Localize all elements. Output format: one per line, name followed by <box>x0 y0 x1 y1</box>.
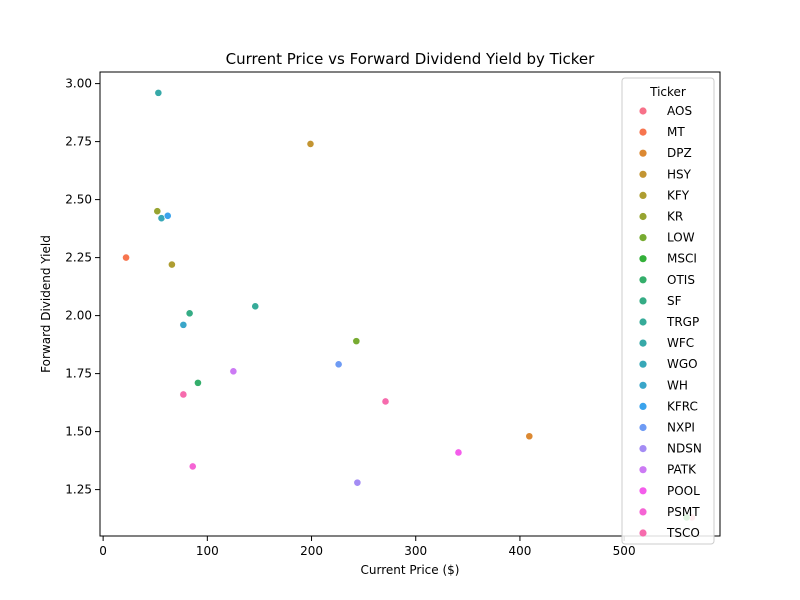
legend-label-trgp: TRGP <box>666 315 699 329</box>
legend-label-kfy: KFY <box>667 188 690 202</box>
legend-marker-low <box>639 234 647 242</box>
legend-marker-dpz <box>639 149 647 157</box>
data-point-kfrc <box>163 211 172 220</box>
data-point-ndsn <box>353 478 362 487</box>
legend-marker-pool <box>639 487 647 495</box>
legend: Ticker AOS MT DPZ HSY KFY KR LOW MSCI OTIS SF TRGP… <box>621 77 715 545</box>
data-point-tsco <box>381 397 390 406</box>
legend-label-wgo: WGO <box>667 357 698 371</box>
legend-label-tsco: TSCO <box>666 526 700 540</box>
legend-marker-kfrc <box>639 402 647 410</box>
legend-marker-kr <box>639 212 647 221</box>
legend-marker-mt <box>639 128 647 136</box>
plot-frame <box>99 71 721 537</box>
data-point-low <box>352 337 361 346</box>
legend-marker-sf <box>639 297 647 305</box>
legend-marker-patk <box>639 466 647 474</box>
legend-label-sf: SF <box>667 294 682 308</box>
legend-label-ndsn: NDSN <box>667 442 702 456</box>
legend-label-aos: AOS <box>667 104 692 118</box>
legend-marker-psmt <box>639 508 647 516</box>
plot-area <box>100 72 720 536</box>
x-tick-label: 400 <box>508 544 531 558</box>
legend-marker-wfc <box>639 339 647 347</box>
legend-title: Ticker <box>649 85 686 99</box>
y-tick-label: 1.25 <box>65 483 92 497</box>
legend-label-nxpi: NXPI <box>667 421 695 435</box>
data-point-wh <box>179 320 188 329</box>
legend-items: AOS MT DPZ HSY KFY KR LOW MSCI OTIS SF TRGP WFC WGO W… <box>639 104 702 540</box>
data-point-pool <box>454 448 463 457</box>
legend-label-kr: KR <box>667 210 683 224</box>
legend-marker-aos <box>639 107 647 115</box>
x-tick-label: 300 <box>404 544 427 558</box>
data-point-sf <box>185 309 194 318</box>
legend-label-otis: OTIS <box>667 273 695 287</box>
y-tick-label: 2.00 <box>65 309 92 323</box>
legend-label-hsy: HSY <box>667 167 692 181</box>
x-tick-label: 500 <box>613 544 636 558</box>
y-tick-label: 1.75 <box>65 367 92 381</box>
legend-marker-trgp <box>639 318 647 326</box>
data-point-patk <box>229 367 238 376</box>
y-tick-label: 1.50 <box>65 425 92 439</box>
x-axis-label: Current Price ($) <box>361 563 460 577</box>
data-point-psmt <box>188 462 197 471</box>
legend-marker-hsy <box>639 170 647 178</box>
y-tick-label: 2.25 <box>65 251 92 265</box>
legend-marker-msci <box>639 255 647 263</box>
data-point-kr <box>153 207 162 216</box>
data-point-trgp <box>251 302 260 311</box>
legend-label-psmt: PSMT <box>667 505 700 519</box>
y-tick-label: 2.50 <box>65 193 92 207</box>
y-axis-ticks: 1.25 1.50 1.75 2.00 2.25 2.50 2.75 3.00 <box>65 77 100 497</box>
legend-label-wh: WH <box>667 378 688 392</box>
legend-marker-kfy <box>639 191 647 199</box>
x-tick-label: 0 <box>99 544 107 558</box>
legend-label-msci: MSCI <box>667 252 697 266</box>
legend-label-low: LOW <box>667 231 695 245</box>
y-tick-label: 2.75 <box>65 135 92 149</box>
data-point-tsco <box>179 390 188 399</box>
legend-marker-ndsn <box>639 445 647 453</box>
data-point-dpz <box>525 432 534 441</box>
x-tick-label: 200 <box>300 544 323 558</box>
y-axis-label: Forward Dividend Yield <box>39 235 53 373</box>
legend-label-patk: PATK <box>667 463 697 477</box>
data-point-mt <box>122 253 130 262</box>
data-point-kfy <box>167 260 176 269</box>
x-axis-ticks: 0 100 200 300 400 500 <box>99 536 636 558</box>
chart-title: Current Price vs Forward Dividend Yield … <box>226 50 595 68</box>
legend-label-mt: MT <box>667 125 685 139</box>
legend-label-pool: POOL <box>667 484 700 498</box>
data-points <box>122 88 696 522</box>
legend-marker-wh <box>639 381 647 389</box>
legend-label-wfc: WFC <box>667 336 694 350</box>
legend-marker-otis <box>639 276 647 284</box>
legend-label-dpz: DPZ <box>667 146 692 160</box>
x-tick-label: 100 <box>196 544 219 558</box>
legend-marker-nxpi <box>639 423 647 432</box>
y-tick-label: 3.00 <box>65 77 92 91</box>
data-point-nxpi <box>334 360 343 369</box>
legend-marker-wgo <box>639 360 647 368</box>
data-point-otis <box>194 378 202 387</box>
data-point-hsy <box>306 140 315 148</box>
data-point-wfc <box>154 88 163 97</box>
legend-marker-tsco <box>639 529 647 537</box>
legend-label-kfrc: KFRC <box>667 399 698 413</box>
